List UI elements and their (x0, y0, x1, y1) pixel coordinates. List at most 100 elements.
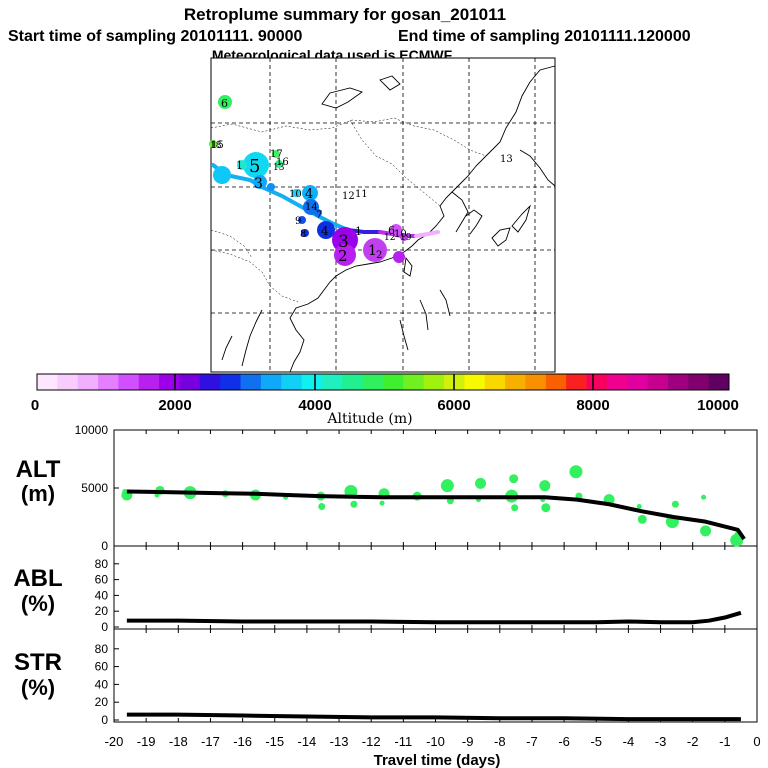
map-day-label: 4 (321, 224, 329, 238)
y-tick-label: 0 (101, 539, 108, 553)
x-tick-label: -13 (330, 734, 349, 749)
map-cluster-dot (253, 175, 267, 189)
map-day-labels: 6 13 17 16 15 1 5 3 10 4 14 12 11 9 8 7 … (210, 97, 513, 265)
x-tick-label: 0 (753, 734, 760, 749)
colorbar-swatch (525, 374, 547, 390)
abl-panel-title: ABL (13, 565, 62, 592)
map-cluster-dot (317, 221, 335, 239)
x-tick-label: -4 (623, 734, 635, 749)
colorbar-swatch (179, 374, 201, 390)
abl-mean-line (126, 610, 742, 625)
y-tick-label: 80 (95, 642, 109, 656)
end-time-label: End time of sampling 20101111.120000 (398, 28, 691, 45)
map-cluster-dot (298, 216, 306, 224)
x-tick-label: -11 (394, 734, 412, 749)
colorbar-swatch (321, 374, 343, 390)
colorbar-swatch (220, 374, 242, 390)
map-cluster-dot (267, 183, 275, 191)
map-cluster-dot (301, 229, 309, 237)
panel-titles: ALT (m) ABL (%) STR (%) (13, 456, 62, 700)
colorbar-swatch (57, 374, 79, 390)
map-cluster-dot (393, 251, 405, 263)
altitude-particle (539, 480, 551, 492)
x-tick-label: -1 (719, 734, 731, 749)
map-day-label: 2 (338, 247, 348, 265)
x-tick-label: -5 (590, 734, 602, 749)
altitude-particle (350, 500, 358, 508)
colorbar-swatch (667, 374, 689, 390)
map-day-label: 19 (400, 233, 412, 243)
map-day-label: 10 (289, 189, 302, 200)
alt-mean-line (126, 489, 746, 541)
x-tick-label: -2 (687, 734, 699, 749)
altitude-colorbar (36, 373, 730, 391)
map-day-label: 18 (210, 141, 222, 151)
map-day-label: 4 (305, 187, 313, 202)
map-cluster-dot (400, 233, 408, 241)
map-day-label: 17 (270, 149, 283, 160)
x-tick-label: -10 (426, 734, 445, 749)
alt-panel-unit: (m) (21, 481, 55, 506)
colorbar-swatch (606, 374, 628, 390)
str-mean-line (126, 712, 741, 722)
map-cluster-dot (363, 238, 387, 262)
colorbar-swatch (688, 374, 710, 390)
colorbar-swatch (464, 374, 486, 390)
map-day-label: 12 (384, 233, 395, 243)
map-day-label: 6 (221, 97, 228, 110)
colorbar-swatch (240, 374, 262, 390)
map-cluster-markers (209, 95, 408, 266)
x-tick-label: -16 (233, 734, 252, 749)
y-tick-label: 0 (101, 713, 108, 727)
map-cluster-dot (334, 244, 356, 266)
altitude-particle (440, 479, 454, 493)
y-tick-label: 5000 (81, 481, 108, 495)
colorbar-swatch (586, 374, 608, 390)
y-tick-label: 60 (95, 660, 109, 674)
map-cluster-dot (275, 160, 283, 168)
colorbar-swatch (627, 374, 649, 390)
altitude-particle (318, 503, 326, 511)
y-tick-label: 40 (95, 588, 109, 602)
map-cluster-dot (272, 150, 280, 158)
map-day-label: 1 (368, 243, 377, 259)
altitude-particle (475, 477, 487, 489)
map-cluster-dot (218, 95, 232, 109)
x-tick-label: -17 (201, 734, 220, 749)
time-series-panels: -20 -19 -18 -17 -16 -15 -14 -13 -12 -11 -10 -9 -8 -7-… (75, 423, 761, 749)
x-tick-label: -19 (137, 734, 156, 749)
x-tick-label: -15 (265, 734, 284, 749)
y-tick-label: 60 (95, 573, 109, 587)
colorbar-frame (36, 373, 730, 391)
map-cluster-dot (237, 160, 247, 170)
altitude-particle (379, 500, 385, 506)
colorbar-swatch (545, 374, 567, 390)
x-tick-label: -7 (526, 734, 538, 749)
colorbar-swatch (260, 374, 282, 390)
map-day-label: 3 (254, 176, 263, 192)
map-day-label: 8 (300, 229, 306, 240)
altitude-particle (700, 525, 712, 537)
map-day-label: 1 (355, 225, 362, 238)
y-tick-label: 20 (95, 604, 109, 618)
colorbar-tick-labels: 0 2000 4000 6000 8000 10000 (31, 397, 739, 414)
colorbar-tick: 10000 (697, 397, 739, 414)
map-day-label: 15 (211, 140, 224, 151)
x-axis-title: Travel time (days) (374, 752, 501, 768)
str-panel-title: STR (14, 649, 62, 676)
colorbar-swatch (383, 374, 404, 390)
colorbar-swatch (362, 374, 384, 390)
altitude-particle (509, 474, 519, 484)
x-tick-label: -9 (462, 734, 474, 749)
colorbar-swatch (138, 374, 160, 390)
altitude-particle (671, 500, 679, 508)
colorbar-swatch (301, 374, 323, 390)
altitude-particle (569, 465, 583, 479)
map-day-label: 13 (273, 163, 285, 173)
figure-title: Retroplume summary for gosan_201011 (184, 5, 506, 24)
y-tick-label: 10000 (75, 423, 109, 437)
colorbar-tick: 0 (31, 397, 39, 414)
y-tick-label: 20 (95, 695, 109, 709)
colorbar-tick: 4000 (298, 397, 331, 414)
